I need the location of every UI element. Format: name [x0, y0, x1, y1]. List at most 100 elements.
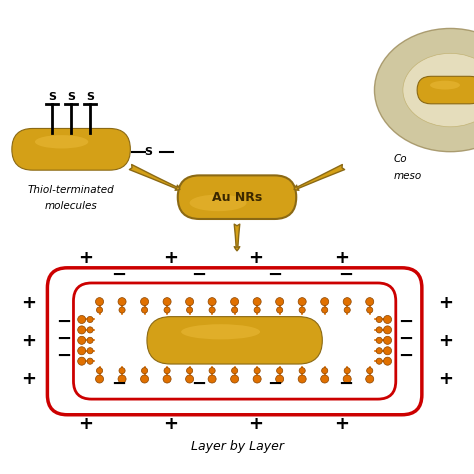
Circle shape: [230, 298, 238, 306]
Circle shape: [187, 307, 192, 313]
Text: +: +: [334, 249, 349, 267]
Text: −: −: [191, 266, 207, 284]
Circle shape: [208, 298, 216, 306]
Circle shape: [186, 298, 194, 306]
Circle shape: [366, 298, 374, 306]
Circle shape: [276, 375, 283, 383]
Circle shape: [366, 375, 374, 383]
Text: −: −: [398, 313, 413, 331]
Circle shape: [320, 298, 328, 306]
Text: −: −: [398, 330, 413, 348]
Text: +: +: [78, 249, 93, 267]
FancyBboxPatch shape: [47, 268, 422, 415]
FancyBboxPatch shape: [12, 128, 130, 170]
Circle shape: [383, 316, 392, 323]
Circle shape: [383, 337, 392, 344]
Circle shape: [118, 298, 126, 306]
FancyBboxPatch shape: [178, 175, 296, 219]
Text: +: +: [334, 415, 349, 433]
Text: −: −: [56, 313, 72, 331]
Circle shape: [298, 375, 306, 383]
Text: +: +: [438, 370, 453, 388]
Text: −: −: [338, 266, 354, 284]
Circle shape: [376, 348, 382, 354]
Ellipse shape: [190, 194, 246, 211]
Circle shape: [321, 307, 328, 313]
Circle shape: [344, 367, 350, 374]
Circle shape: [142, 307, 148, 313]
Text: +: +: [438, 332, 453, 350]
Circle shape: [376, 337, 382, 343]
FancyBboxPatch shape: [73, 283, 396, 399]
Circle shape: [320, 375, 328, 383]
Text: −: −: [111, 266, 126, 284]
Circle shape: [277, 367, 283, 374]
Text: −: −: [56, 346, 72, 365]
Circle shape: [231, 367, 237, 374]
Circle shape: [119, 307, 125, 313]
Circle shape: [118, 375, 126, 383]
Text: −: −: [267, 266, 283, 284]
Circle shape: [187, 367, 192, 374]
Circle shape: [383, 326, 392, 334]
Circle shape: [186, 375, 194, 383]
Text: Thiol-terminated: Thiol-terminated: [27, 185, 115, 195]
Text: Layer by Layer: Layer by Layer: [191, 440, 283, 453]
Circle shape: [253, 298, 261, 306]
Circle shape: [383, 347, 392, 355]
Circle shape: [254, 367, 260, 374]
Circle shape: [87, 348, 93, 354]
Circle shape: [78, 337, 86, 344]
Circle shape: [164, 307, 170, 313]
Circle shape: [87, 337, 93, 343]
Text: S: S: [86, 92, 94, 102]
Text: S: S: [145, 146, 153, 157]
Circle shape: [376, 358, 382, 365]
Circle shape: [209, 367, 215, 374]
Text: −: −: [338, 375, 354, 393]
Circle shape: [367, 367, 373, 374]
Circle shape: [299, 367, 305, 374]
Circle shape: [78, 357, 86, 365]
Circle shape: [253, 375, 261, 383]
Ellipse shape: [35, 135, 88, 148]
Circle shape: [383, 357, 392, 365]
Text: −: −: [191, 375, 207, 393]
Circle shape: [78, 326, 86, 334]
Circle shape: [299, 307, 305, 313]
Text: molecules: molecules: [45, 201, 98, 211]
Text: +: +: [248, 249, 264, 267]
Circle shape: [376, 327, 382, 333]
Circle shape: [119, 367, 125, 374]
Circle shape: [298, 298, 306, 306]
Circle shape: [321, 367, 328, 374]
Circle shape: [254, 307, 260, 313]
Circle shape: [97, 307, 103, 313]
Circle shape: [343, 375, 351, 383]
Circle shape: [231, 307, 237, 313]
FancyBboxPatch shape: [417, 76, 474, 104]
Circle shape: [376, 317, 382, 322]
Ellipse shape: [374, 28, 474, 152]
Text: +: +: [438, 294, 453, 312]
Text: +: +: [248, 415, 264, 433]
Circle shape: [230, 375, 238, 383]
Circle shape: [78, 347, 86, 355]
Text: +: +: [21, 294, 36, 312]
Circle shape: [141, 298, 149, 306]
Text: −: −: [267, 375, 283, 393]
Circle shape: [141, 375, 149, 383]
Ellipse shape: [403, 53, 474, 127]
Circle shape: [164, 367, 170, 374]
Circle shape: [343, 298, 351, 306]
Text: +: +: [21, 332, 36, 350]
Circle shape: [209, 307, 215, 313]
Text: S: S: [48, 92, 56, 102]
Text: S: S: [67, 92, 75, 102]
Circle shape: [344, 307, 350, 313]
Text: −: −: [398, 346, 413, 365]
Text: +: +: [163, 249, 178, 267]
Text: +: +: [163, 415, 178, 433]
Text: Co: Co: [393, 154, 407, 164]
Text: −: −: [56, 330, 72, 348]
